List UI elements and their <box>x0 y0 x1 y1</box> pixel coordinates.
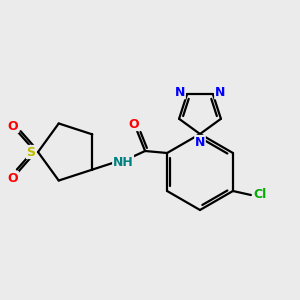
Text: NH: NH <box>113 155 134 169</box>
Text: O: O <box>129 118 140 130</box>
Text: N: N <box>215 86 225 99</box>
Text: O: O <box>8 172 18 184</box>
Text: N: N <box>175 86 185 99</box>
Text: N: N <box>195 136 205 148</box>
Text: S: S <box>26 146 35 158</box>
Text: O: O <box>8 119 18 133</box>
Text: Cl: Cl <box>253 188 266 202</box>
